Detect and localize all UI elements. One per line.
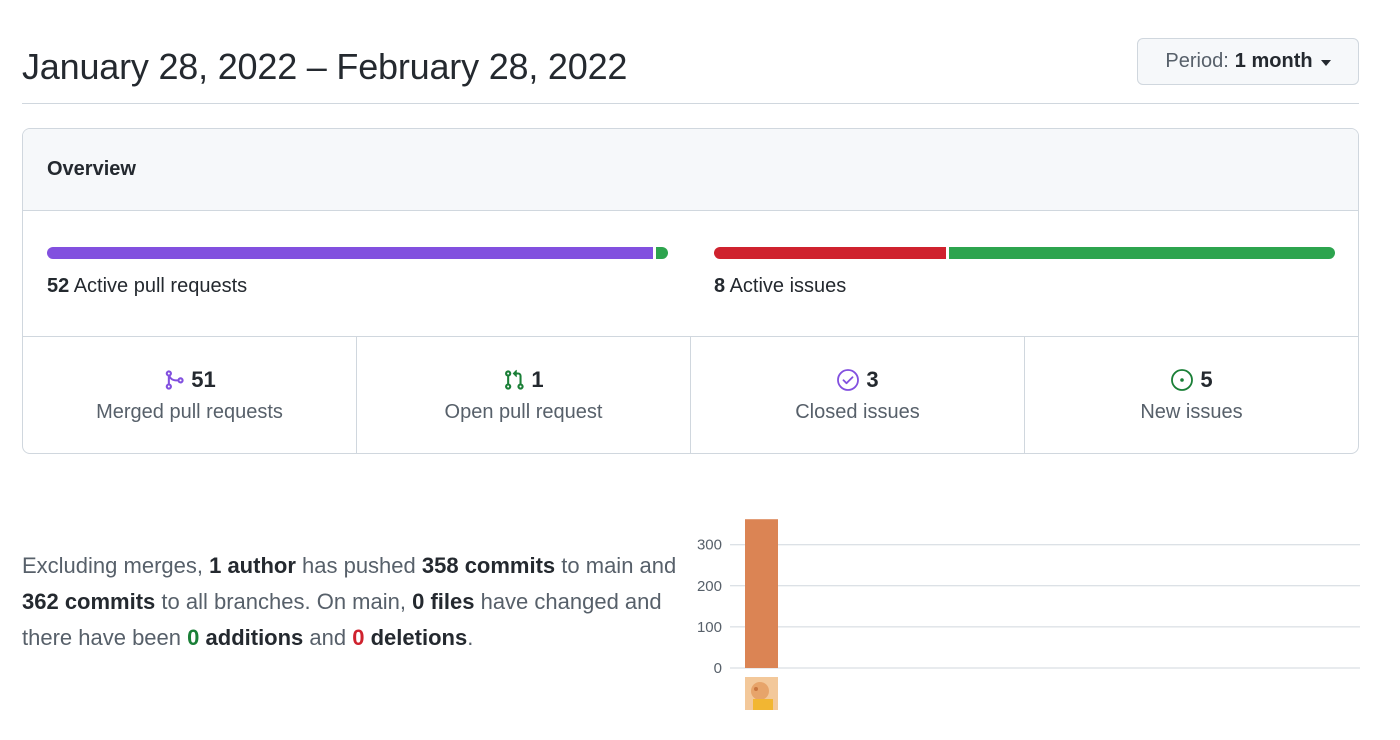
overview-stats: 51 Merged pull requests 1 Open pull requ… <box>23 337 1358 453</box>
merged-segment <box>47 247 654 259</box>
stat-label: Closed issues <box>795 401 920 423</box>
caret-down-icon <box>1320 59 1331 66</box>
open-segment <box>656 247 668 259</box>
commits-all-count: 362 commits <box>22 589 156 614</box>
stat-number: 5 <box>1200 367 1213 392</box>
summary-text: to all branches. On main, <box>155 589 413 614</box>
active-pull-requests-label: Active pull requests <box>73 275 248 297</box>
stat-merged-pull-requests[interactable]: 51 Merged pull requests <box>23 337 357 453</box>
commits-chart-svg: 300 200 100 0 <box>697 519 1360 677</box>
closed-segment <box>714 247 946 259</box>
active-pull-requests-count: 52 <box>47 275 70 297</box>
issues-caption: 8 Active issues <box>714 275 1335 298</box>
issue-opened-icon <box>1170 368 1194 392</box>
overview-panel: Overview 52 Active pull requests 8 Activ… <box>22 128 1359 454</box>
stat-label: New issues <box>1140 401 1243 423</box>
active-issues-label: Active issues <box>729 275 847 297</box>
period-dropdown-button[interactable]: Period: 1 month <box>1137 38 1359 85</box>
additions-label: additions <box>205 625 304 650</box>
summary-text: to main and <box>555 553 677 578</box>
stat-closed-issues[interactable]: 3 Closed issues <box>691 337 1025 453</box>
additions-count: 0 <box>187 625 200 650</box>
deletions-count: 0 <box>352 625 365 650</box>
date-range-title: January 28, 2022 – February 28, 2022 <box>22 46 628 87</box>
overview-bars: 52 Active pull requests 8 Active issues <box>23 211 1358 337</box>
stat-label: Merged pull requests <box>96 401 283 423</box>
period-value: 1 month <box>1234 50 1313 72</box>
commit-summary: Excluding merges, 1 author has pushed 35… <box>22 548 692 656</box>
pull-requests-summary[interactable]: 52 Active pull requests <box>47 247 668 298</box>
stat-number: 1 <box>531 367 544 392</box>
summary-text: and <box>303 625 353 650</box>
summary-text: have changed and there have been <box>22 589 662 650</box>
overview-header: Overview <box>23 129 1358 211</box>
new-segment <box>948 247 1335 259</box>
y-tick-label: 300 <box>697 537 722 554</box>
stat-label: Open pull request <box>444 401 603 423</box>
summary-text: has pushed <box>295 553 422 578</box>
git-pull-request-icon <box>503 369 525 391</box>
stat-number: 51 <box>191 367 216 392</box>
git-merge-icon <box>163 369 185 391</box>
y-tick-label: 200 <box>697 578 722 595</box>
commits-main-count: 358 commits <box>421 553 556 578</box>
author-avatar[interactable] <box>745 677 778 710</box>
active-issues-count: 8 <box>714 275 726 297</box>
files-changed-count: 0 files <box>412 589 475 614</box>
page-header: January 28, 2022 – February 28, 2022 Per… <box>22 38 1359 104</box>
summary-text: Excluding merges, <box>22 553 210 578</box>
y-tick-label: 100 <box>697 619 722 636</box>
stat-number: 3 <box>866 367 879 392</box>
pull-requests-bar <box>47 247 668 259</box>
issues-summary[interactable]: 8 Active issues <box>714 247 1335 298</box>
period-label: Period: <box>1165 50 1229 72</box>
summary-text: . <box>467 625 474 650</box>
y-tick-label: 0 <box>714 660 722 675</box>
issue-closed-icon <box>836 368 860 392</box>
stat-new-issues[interactable]: 5 New issues <box>1025 337 1358 453</box>
deletions-label: deletions <box>370 625 468 650</box>
stat-open-pull-request[interactable]: 1 Open pull request <box>357 337 691 453</box>
issues-bar <box>714 247 1335 259</box>
pull-requests-caption: 52 Active pull requests <box>47 275 668 298</box>
commit-bar[interactable] <box>745 519 778 668</box>
commits-chart: 300 200 100 0 <box>686 505 1360 715</box>
authors-link[interactable]: 1 author <box>209 553 296 578</box>
overview-title: Overview <box>47 158 136 180</box>
